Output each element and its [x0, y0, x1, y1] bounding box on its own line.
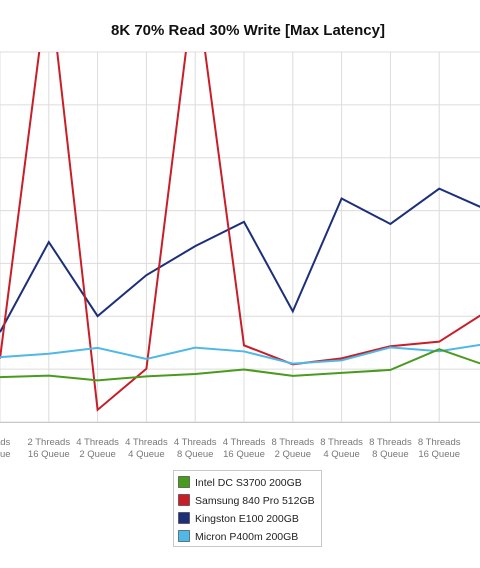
x-tick-label: eadsueue [0, 437, 11, 460]
x-tick-label: 4 Threads 8 Queue [174, 437, 217, 460]
legend: Intel DC S3700 200GB Samsung 840 Pro 512G… [173, 470, 322, 547]
series-line-micron-p400m-200gb [0, 343, 480, 365]
legend-swatch-intel-dc-s3700-200gb [178, 476, 190, 488]
x-tick-label: 2 Threads 16 Queue [27, 437, 70, 460]
chart-title: 8K 70% Read 30% Write [Max Latency] [111, 22, 385, 39]
x-tick-label: 8 Threads 4 Queue [320, 437, 363, 460]
legend-box [173, 470, 322, 547]
x-tick-label: 8 Threads 8 Queue [369, 437, 412, 460]
legend-swatch-micron-p400m-200gb [178, 530, 190, 542]
series-line-kingston-e100-200gb [0, 187, 480, 333]
legend-swatch-samsung-840-pro-512gb [178, 494, 190, 506]
x-tick-label: 4 Threads 16 Queue [223, 437, 266, 460]
legend-swatch-kingston-e100-200gb [178, 512, 190, 524]
legend-label-kingston-e100-200gb: Kingston E100 200GB [195, 513, 299, 525]
series-lines [0, 52, 480, 412]
grid-lines [0, 51, 480, 423]
series-line-samsung-840-pro-512gb [0, 52, 480, 412]
x-tick-label: 4 Threads 2 Queue [76, 437, 119, 460]
x-tick-label: 8 Threads 16 Queue [418, 437, 461, 460]
series-line-intel-dc-s3700-200gb [0, 348, 480, 382]
x-tick-label: 4 Threads 4 Queue [125, 437, 168, 460]
x-tick-label: 8 Threads 2 Queue [271, 437, 314, 460]
legend-label-samsung-840-pro-512gb: Samsung 840 Pro 512GB [195, 495, 315, 507]
legend-label-micron-p400m-200gb: Micron P400m 200GB [195, 531, 298, 543]
legend-label-intel-dc-s3700-200gb: Intel DC S3700 200GB [195, 477, 302, 489]
